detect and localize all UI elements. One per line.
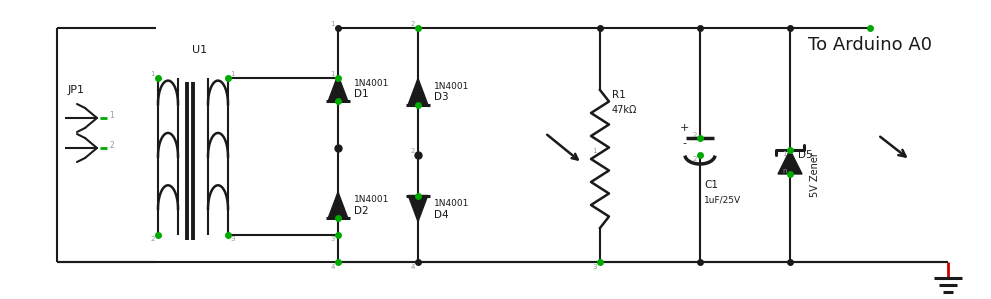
Text: 1uF/25V: 1uF/25V <box>704 196 741 205</box>
Polygon shape <box>408 196 428 222</box>
Text: 1: 1 <box>151 71 155 77</box>
Text: 2: 2 <box>109 141 114 150</box>
Text: n: n <box>783 168 787 174</box>
Text: 2: 2 <box>151 236 155 242</box>
Text: 3: 3 <box>593 264 597 270</box>
Text: 1N4001: 1N4001 <box>434 82 469 91</box>
Text: 47kΩ: 47kΩ <box>612 105 637 115</box>
Text: C1: C1 <box>704 180 718 190</box>
Text: D4: D4 <box>434 210 448 219</box>
Text: 2: 2 <box>693 132 697 138</box>
Text: U1: U1 <box>192 45 207 55</box>
Polygon shape <box>778 150 802 174</box>
Polygon shape <box>408 79 428 104</box>
Text: -: - <box>682 138 686 148</box>
Text: 1: 1 <box>230 71 235 77</box>
Text: 1N4001: 1N4001 <box>354 79 389 88</box>
Text: D2: D2 <box>354 206 369 216</box>
Text: To Arduino A0: To Arduino A0 <box>808 36 932 54</box>
Text: 4: 4 <box>331 264 335 270</box>
Text: 1: 1 <box>331 71 335 77</box>
Polygon shape <box>328 192 348 218</box>
Text: 1N4001: 1N4001 <box>354 196 389 205</box>
Text: 3: 3 <box>230 236 235 242</box>
Text: 4: 4 <box>410 264 415 270</box>
Text: 1: 1 <box>593 148 597 154</box>
Polygon shape <box>328 75 348 101</box>
Text: 1: 1 <box>109 112 114 120</box>
Text: 3: 3 <box>331 236 335 242</box>
Text: D3: D3 <box>434 92 448 103</box>
Text: 1N4001: 1N4001 <box>434 199 469 208</box>
Text: 1: 1 <box>783 151 787 157</box>
Text: 1: 1 <box>331 21 335 27</box>
Text: 2: 2 <box>410 148 415 154</box>
Text: 2: 2 <box>693 156 697 162</box>
Text: +: + <box>680 123 690 133</box>
Text: JP1: JP1 <box>68 85 85 95</box>
Text: D1: D1 <box>354 89 369 99</box>
Text: R1: R1 <box>612 90 625 100</box>
Text: D5: D5 <box>798 150 813 160</box>
Text: 2: 2 <box>410 21 415 27</box>
Text: 5V Zener: 5V Zener <box>810 152 820 197</box>
